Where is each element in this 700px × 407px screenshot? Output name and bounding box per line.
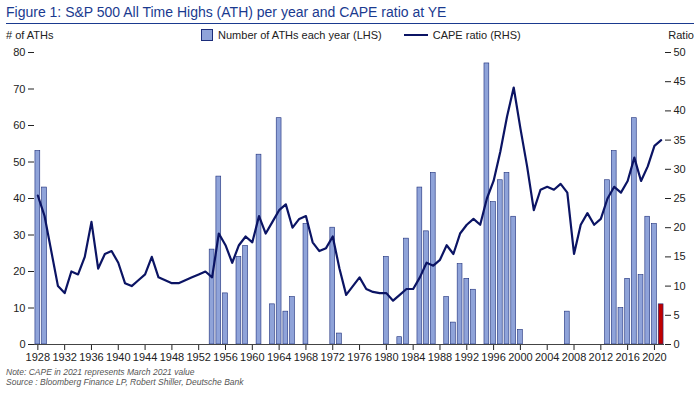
svg-text:1984: 1984 bbox=[401, 351, 425, 363]
svg-text:0: 0 bbox=[674, 338, 680, 350]
svg-text:2012: 2012 bbox=[589, 351, 613, 363]
svg-text:50: 50 bbox=[13, 156, 25, 168]
html-text:Note: CAPE in 2021 represents: Note: CAPE in 2021 represents March 2021… bbox=[6, 367, 195, 377]
svg-text:1972: 1972 bbox=[321, 351, 345, 363]
svg-text:30: 30 bbox=[674, 163, 686, 175]
svg-text:1980: 1980 bbox=[374, 351, 398, 363]
svg-text:1948: 1948 bbox=[160, 351, 184, 363]
svg-text:2000: 2000 bbox=[508, 351, 532, 363]
svg-text:40: 40 bbox=[674, 104, 686, 116]
svg-text:1932: 1932 bbox=[52, 351, 76, 363]
svg-text:20: 20 bbox=[13, 265, 25, 277]
svg-text:1952: 1952 bbox=[186, 351, 210, 363]
svg-text:2020: 2020 bbox=[642, 351, 666, 363]
html-text:CAPE ratio (RHS): CAPE ratio (RHS) bbox=[432, 29, 521, 41]
svg-text:1968: 1968 bbox=[294, 351, 318, 363]
svg-text:1976: 1976 bbox=[347, 351, 371, 363]
svg-text:10: 10 bbox=[13, 302, 25, 314]
svg-text:25: 25 bbox=[674, 192, 686, 204]
svg-text:2016: 2016 bbox=[615, 351, 639, 363]
html-text:Ratio: Ratio bbox=[668, 29, 694, 41]
svg-text:5: 5 bbox=[674, 309, 680, 321]
svg-text:10: 10 bbox=[674, 280, 686, 292]
svg-text:0: 0 bbox=[19, 338, 25, 350]
svg-text:20: 20 bbox=[674, 221, 686, 233]
svg-text:80: 80 bbox=[13, 46, 25, 58]
svg-text:30: 30 bbox=[13, 229, 25, 241]
svg-text:50: 50 bbox=[674, 46, 686, 58]
svg-text:1988: 1988 bbox=[428, 351, 452, 363]
svg-text:1992: 1992 bbox=[455, 351, 479, 363]
svg-text:2004: 2004 bbox=[535, 351, 559, 363]
svg-text:45: 45 bbox=[674, 75, 686, 87]
svg-text:40: 40 bbox=[13, 192, 25, 204]
svg-text:70: 70 bbox=[13, 83, 25, 95]
svg-text:15: 15 bbox=[674, 250, 686, 262]
svg-text:1960: 1960 bbox=[240, 351, 264, 363]
svg-text:1996: 1996 bbox=[481, 351, 505, 363]
svg-text:1940: 1940 bbox=[106, 351, 130, 363]
svg-text:35: 35 bbox=[674, 134, 686, 146]
svg-text:2008: 2008 bbox=[562, 351, 586, 363]
svg-text:1956: 1956 bbox=[213, 351, 237, 363]
svg-text:1964: 1964 bbox=[267, 351, 291, 363]
html-text:Source : Bloomberg Finance LP,: Source : Bloomberg Finance LP, Robert Sh… bbox=[6, 377, 244, 387]
html-text:Figure 1: S&P 500 All Time Hig: Figure 1: S&P 500 All Time Highs (ATH) p… bbox=[6, 4, 447, 20]
svg-text:1936: 1936 bbox=[79, 351, 103, 363]
svg-text:1944: 1944 bbox=[133, 351, 157, 363]
svg-text:1928: 1928 bbox=[26, 351, 50, 363]
svg-text:60: 60 bbox=[13, 119, 25, 131]
html-text:Number of ATHs each year (LHS): Number of ATHs each year (LHS) bbox=[218, 29, 382, 41]
html-text:# of ATHs: # of ATHs bbox=[6, 29, 54, 41]
